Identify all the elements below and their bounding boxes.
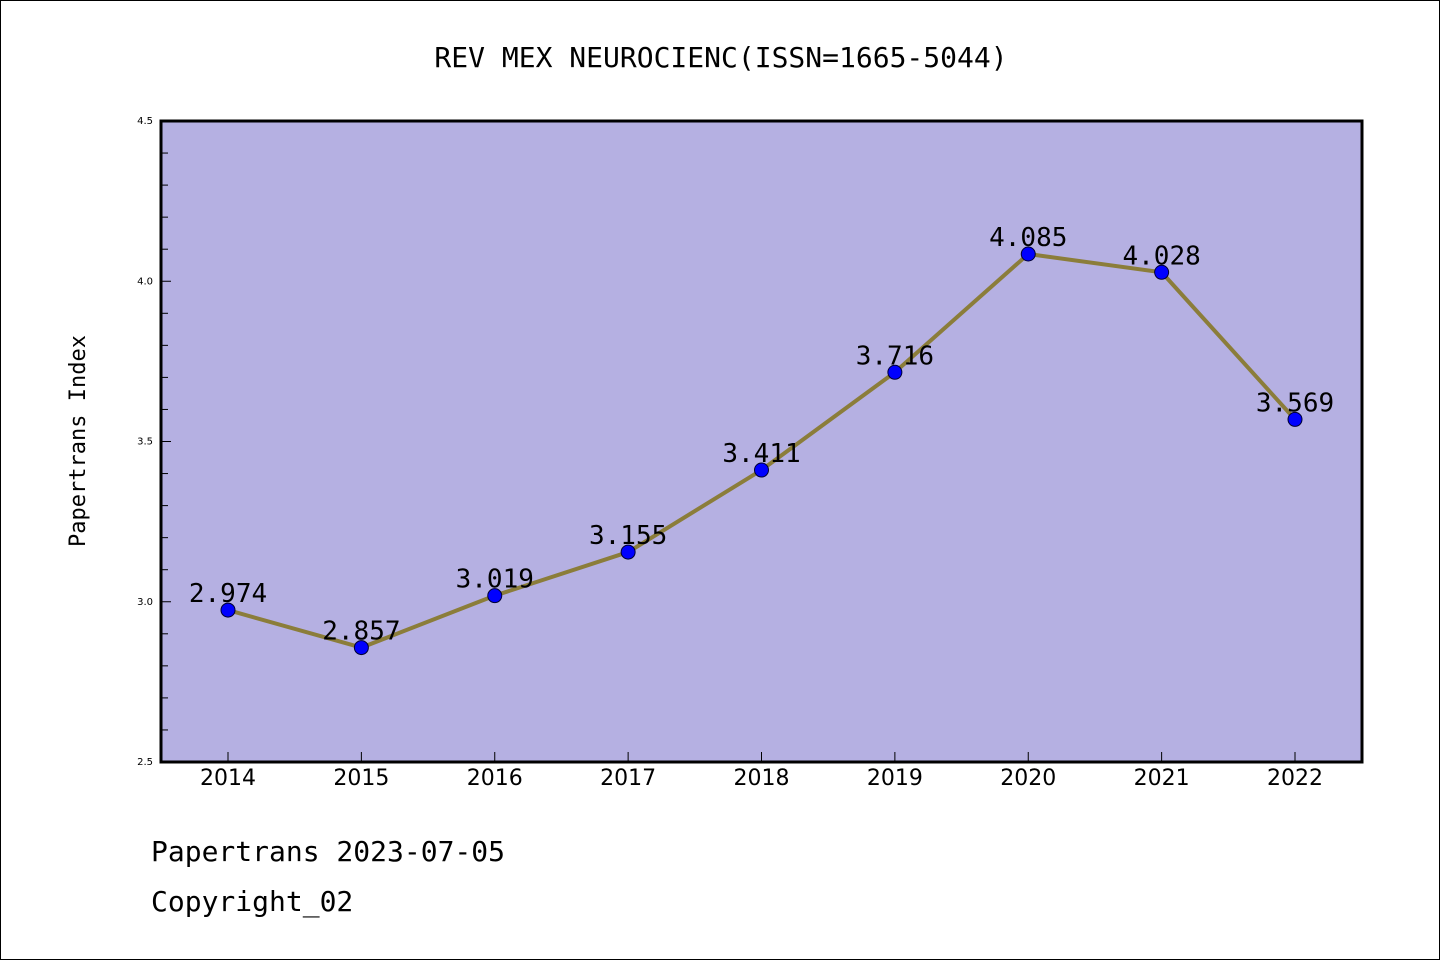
x-axis: 2014 2015 2016 2017 2018 2019 2020 2021 2022 [200,752,1323,791]
x-tick-label: 2021 [1134,766,1190,791]
x-tick-label: 2022 [1267,766,1323,791]
y-tick-label: 2.5 [137,757,153,768]
data-label: 4.085 [989,223,1067,253]
x-tick-label: 2019 [867,766,923,791]
x-tick-label: 2018 [734,766,790,791]
data-point [487,588,503,604]
data-series: 2.974 2.857 3.019 3.155 3.411 3.716 4.085 4.028… [189,223,1334,656]
footer-copyright-text: Copyright_02 [151,885,354,918]
data-label: 3.411 [722,439,800,469]
data-point [1287,411,1303,427]
x-tick-label: 2016 [467,766,523,791]
data-point [1020,246,1036,262]
footer-date-text: Papertrans 2023-07-05 [151,835,506,868]
x-tick-label: 2015 [333,766,389,791]
x-tick-label: 2020 [1000,766,1056,791]
y-tick-label: 3.0 [137,597,153,608]
data-label: 3.716 [856,341,934,371]
data-point [887,364,903,380]
data-label: 3.019 [456,565,534,595]
data-point [353,640,369,656]
y-tick-label: 4.0 [137,276,153,287]
data-label: 4.028 [1122,241,1200,271]
data-point [620,544,636,560]
x-tick-label: 2014 [200,766,256,791]
y-tick-label: 4.5 [137,116,153,127]
data-point [754,462,769,478]
data-label: 3.155 [589,521,667,551]
y-axis-label: Papertrans Index [66,335,91,547]
data-label: 2.857 [322,617,400,647]
data-point [1154,264,1170,280]
data-point [220,602,236,618]
plot-area [159,119,1364,764]
y-axis: 2.5 3.0 3.5 4.0 4.5 [137,116,171,768]
x-tick-label: 2017 [600,766,656,791]
data-label: 3.569 [1256,388,1334,418]
data-label: 2.974 [189,579,267,609]
y-tick-label: 3.5 [137,437,153,448]
chart-title: REV MEX NEUROCIENC(ISSN=1665-5044) [434,41,1007,74]
